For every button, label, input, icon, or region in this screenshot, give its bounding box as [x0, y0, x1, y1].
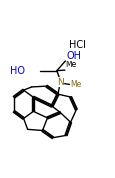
Text: Me: Me	[65, 60, 76, 69]
Text: HCl: HCl	[69, 40, 86, 50]
Text: HO: HO	[10, 66, 25, 76]
Text: Me: Me	[69, 80, 81, 89]
Text: N: N	[56, 78, 63, 87]
Text: OH: OH	[66, 51, 81, 61]
